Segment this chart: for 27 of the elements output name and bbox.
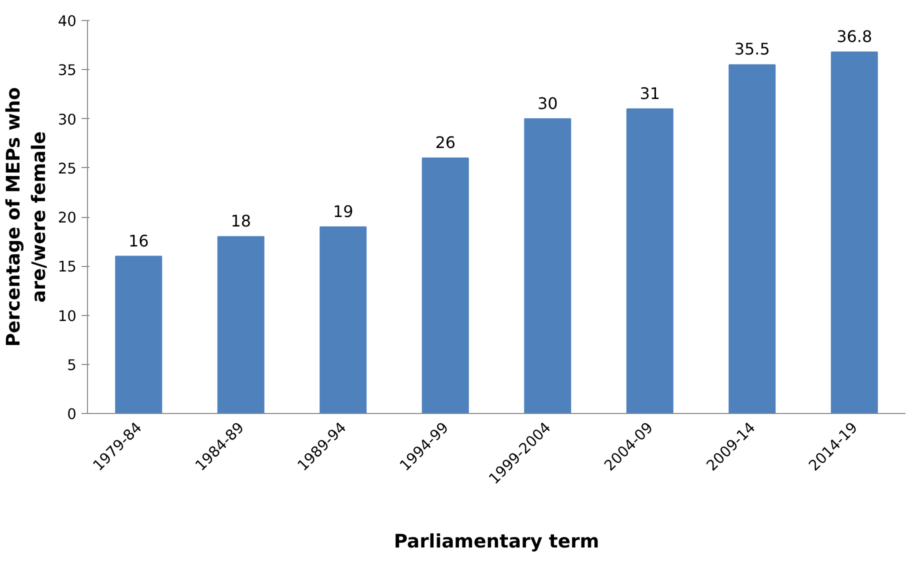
data-label: 19: [332, 202, 354, 221]
bar: [626, 108, 674, 414]
bar: [830, 51, 878, 414]
data-label: 35.5: [734, 40, 770, 59]
y-tick-label: 0: [67, 406, 77, 423]
bar: [320, 226, 367, 414]
bar: [728, 64, 776, 414]
y-tick-label: 20: [58, 210, 77, 226]
data-label: 18: [230, 212, 252, 231]
y-tick-label: 10: [58, 308, 77, 325]
bar: [422, 158, 469, 414]
data-label: 16: [128, 231, 149, 250]
y-axis-title: Percentage of MEPs who are/were female: [4, 87, 50, 347]
bar: [217, 236, 264, 414]
data-label: 26: [435, 133, 456, 152]
bar: [115, 256, 162, 414]
y-tick-label: 35: [58, 62, 77, 80]
x-axis-title: Parliamentary term: [394, 532, 600, 553]
y-tick-label: 40: [58, 13, 77, 30]
data-label: 36.8: [836, 26, 872, 46]
y-tick-label: 25: [58, 160, 77, 178]
y-tick-label: 5: [67, 356, 77, 374]
y-tick-label: 30: [58, 111, 77, 128]
bar: [524, 118, 572, 414]
data-label: 31: [640, 84, 660, 103]
data-label: 30: [537, 94, 558, 113]
y-tick-label: 15: [58, 258, 77, 276]
